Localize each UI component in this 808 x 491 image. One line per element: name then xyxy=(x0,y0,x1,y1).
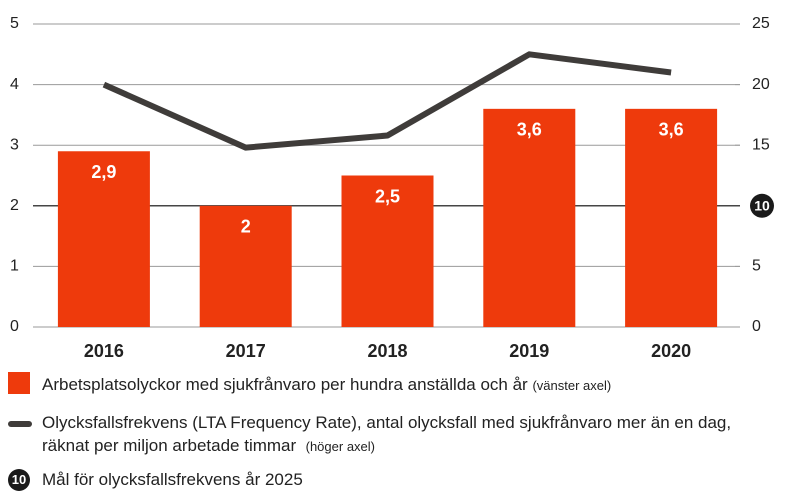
y-tick-label: 3 xyxy=(10,136,19,153)
y-tick-label: 4 xyxy=(10,76,19,93)
y2-tick-label: 25 xyxy=(752,15,770,32)
y2-tick-label: 20 xyxy=(752,76,770,93)
y2-tick-label: 5 xyxy=(752,258,761,275)
legend-note: (höger axel) xyxy=(305,439,375,454)
legend-text: Olycksfallsfrekvens (LTA Frequency Rate)… xyxy=(42,413,732,455)
bar xyxy=(199,205,292,327)
bar xyxy=(483,108,576,327)
bar xyxy=(57,151,150,327)
line xyxy=(102,51,672,151)
bar xyxy=(625,108,718,327)
x-tick-label: 2020 xyxy=(651,341,691,361)
y-tick-label: 1 xyxy=(10,258,19,275)
y-tick-label: 5 xyxy=(10,15,19,32)
legend-line xyxy=(8,421,32,427)
target-marker xyxy=(750,193,774,218)
x-tick-label: 2019 xyxy=(509,341,549,361)
y2-tick-label: 15 xyxy=(752,136,770,153)
data-label: 2,5 xyxy=(375,186,400,206)
y2-tick-label: 0 xyxy=(752,318,761,335)
legend-item: Arbetsplatsolyckor med sjukfrånvaro per … xyxy=(42,373,611,397)
legend-text: Mål för olycksfallsfrekvens år 2025 xyxy=(42,470,303,489)
legend-item: Mål för olycksfallsfrekvens år 2025 xyxy=(42,468,303,491)
legend-note: (vänster axel) xyxy=(532,378,612,393)
bar xyxy=(341,175,434,327)
x-tick-label: 2017 xyxy=(226,341,266,361)
x-tick-label: 2016 xyxy=(84,341,124,361)
legend-swatch xyxy=(8,372,30,394)
data-label: 3,6 xyxy=(659,120,684,140)
data-label: 3,6 xyxy=(517,120,542,140)
target-label: 10 xyxy=(754,198,770,214)
legend-text: Arbetsplatsolyckor med sjukfrånvaro per … xyxy=(42,375,528,394)
chart: 0 1 2 3 4 5 0 5 15 20 25 2,9 2 2,5 3,6 3,6 10 2016 2017 201… xyxy=(10,15,774,361)
y-tick-label: 2 xyxy=(10,197,19,214)
x-tick-label: 2018 xyxy=(367,341,407,361)
legend-target-icon: 10 xyxy=(8,469,30,491)
legend-item: Olycksfallsfrekvens (LTA Frequency Rate)… xyxy=(42,411,782,458)
y-tick-label: 0 xyxy=(10,318,19,335)
data-label: 2 xyxy=(241,217,251,237)
data-label: 2,9 xyxy=(91,162,116,182)
